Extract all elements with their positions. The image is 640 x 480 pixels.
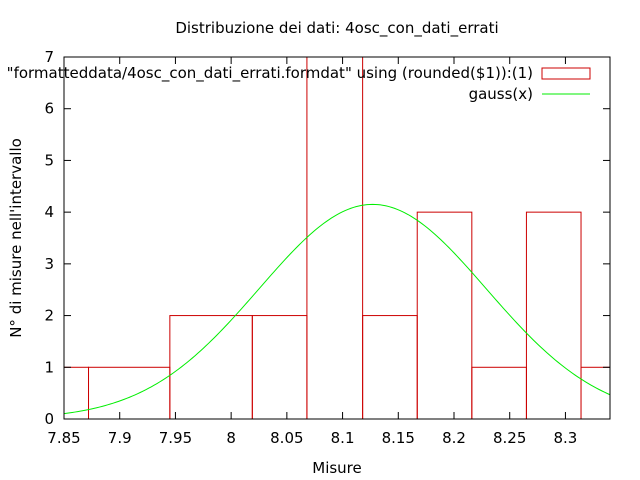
y-tick-label: 5: [44, 151, 54, 169]
legend-label-histogram: "formatteddata/4osc_con_dati_errati.form…: [7, 64, 533, 83]
y-axis-ticks: 0 1 2 3 4 5 6 7: [44, 48, 610, 428]
y-tick-label: 4: [44, 203, 54, 221]
histogram-bars: [63, 56, 611, 420]
x-tick-label: 8.25: [493, 429, 526, 447]
gauss-curve: [63, 203, 611, 415]
legend-swatch-histogram: [541, 67, 591, 80]
y-tick-label: 3: [44, 255, 54, 273]
gauss-curve-layer: [63, 203, 611, 415]
y-tick-label: 0: [44, 410, 54, 428]
histogram-bar-8: [525, 211, 582, 420]
x-tick-label: 7.85: [47, 429, 80, 447]
y-tick-label: 1: [44, 358, 54, 376]
histogram-bar-7: [471, 366, 527, 420]
y-tick-label: 7: [44, 48, 54, 66]
y-tick-label: 2: [44, 307, 54, 325]
x-tick-label: 8.05: [270, 429, 303, 447]
chart-title: Distribuzione dei dati: 4osc_con_dati_er…: [175, 19, 498, 38]
legend: "formatteddata/4osc_con_dati_errati.form…: [7, 64, 591, 103]
histogram-bar-4: [306, 56, 364, 420]
histogram-bar-5: [362, 315, 418, 420]
x-tick-label: 7.9: [108, 429, 132, 447]
x-tick-label: 8.2: [442, 429, 466, 447]
histogram-bar-1: [88, 366, 171, 420]
x-tick-label: 8.3: [553, 429, 577, 447]
x-tick-label: 8: [226, 429, 236, 447]
histogram-bar-0: [63, 366, 90, 420]
legend-label-gauss: gauss(x): [469, 85, 533, 103]
x-tick-label: 7.95: [159, 429, 192, 447]
y-axis-label: N° di misure nell'intervallo: [7, 138, 25, 338]
x-tick-label: 8.15: [382, 429, 415, 447]
histogram-bar-2: [169, 315, 253, 420]
histogram-bar-3: [251, 315, 308, 420]
plot-border: [63, 56, 611, 420]
x-axis-label: Misure: [312, 459, 362, 477]
y-tick-label: 6: [44, 100, 54, 118]
x-tick-label: 8.1: [331, 429, 355, 447]
x-axis-ticks: 7.85 7.9 7.95 8 8.05 8.1 8.15 8.2 8.25 8.3: [47, 57, 577, 447]
